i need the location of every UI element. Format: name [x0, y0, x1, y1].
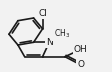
Text: CH$_3$: CH$_3$	[54, 27, 70, 40]
Text: O: O	[77, 60, 84, 69]
Text: N: N	[46, 38, 53, 47]
Text: OH: OH	[74, 45, 87, 54]
Text: Cl: Cl	[38, 9, 47, 18]
